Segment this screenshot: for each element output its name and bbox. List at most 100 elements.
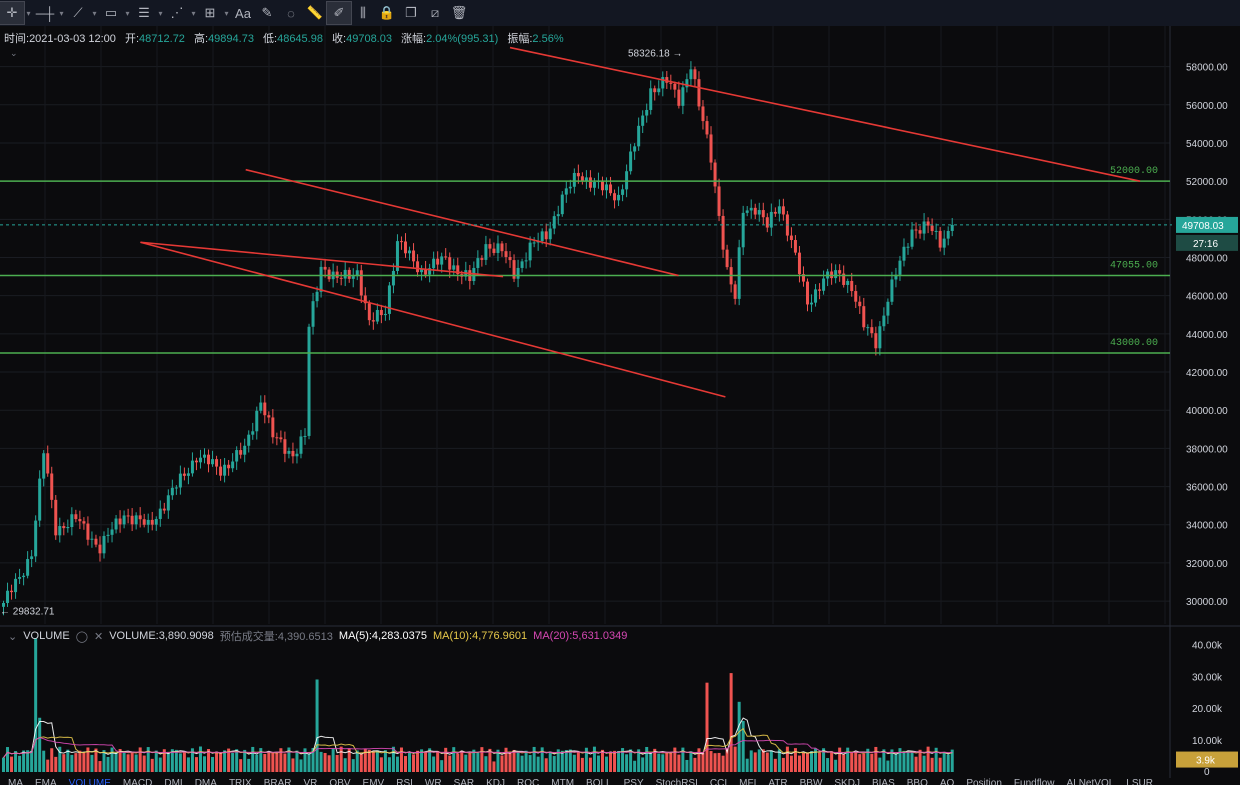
horizontal-line-icon[interactable]: ─┼: [35, 5, 55, 21]
crosshair-icon[interactable]: ✛: [0, 1, 25, 25]
candle: [150, 511, 154, 531]
indicator-tab-ao[interactable]: AO: [939, 778, 955, 785]
candle: [251, 422, 255, 440]
candle: [142, 513, 146, 528]
indicator-tab-atr[interactable]: ATR: [768, 778, 788, 785]
chart-canvas[interactable]: 30000.00 32000.00 34000.00 36000.00 38000.00…: [0, 26, 1240, 778]
volume-bar: [110, 747, 114, 772]
eraser-icon[interactable]: ◌: [287, 5, 295, 21]
pattern-icon[interactable]: ⋰: [170, 5, 184, 20]
candle: [323, 258, 327, 278]
volume-bar: [862, 753, 866, 772]
indicator-tab-ema[interactable]: EMA: [35, 778, 57, 785]
indicator-tab-psy[interactable]: PSY: [623, 778, 644, 785]
copy-icon[interactable]: ❐: [405, 5, 417, 20]
candle-body: [480, 258, 484, 260]
volume-bar: [399, 747, 403, 772]
candle-body: [492, 248, 496, 253]
dropdown-caret-icon[interactable]: ▾: [158, 8, 163, 18]
volume-bar: [484, 756, 488, 772]
indicator-tab-fundflow[interactable]: Fundflow: [1013, 778, 1055, 785]
indicator-tab-lsur[interactable]: LSUR: [1126, 778, 1153, 785]
candle-body: [38, 478, 42, 521]
candle-body: [657, 88, 661, 93]
indicator-tab-skdj[interactable]: SKDJ: [834, 778, 860, 785]
dropdown-caret-icon[interactable]: ▾: [59, 8, 64, 18]
hide-drawings-icon[interactable]: ⧄: [430, 5, 440, 20]
open-label: 开:: [124, 33, 140, 45]
indicator-tab-ma[interactable]: MA: [8, 778, 23, 785]
indicator-tab-rsi[interactable]: RSI: [396, 778, 413, 785]
candle-body: [146, 519, 150, 525]
lock-icon[interactable]: 🔒: [378, 5, 396, 20]
magnet-drawing-icon[interactable]: ✐: [326, 1, 352, 25]
volume-bar: [524, 750, 528, 772]
indicator-tab-position[interactable]: Position: [966, 778, 1002, 785]
candle: [287, 447, 291, 459]
indicator-tab-mtm[interactable]: MTM: [551, 778, 575, 785]
indicator-tab-dmi[interactable]: DMI: [164, 778, 183, 785]
indicator-close-icon[interactable]: ✕: [94, 630, 104, 643]
text-icon[interactable]: Aa: [235, 5, 251, 21]
indicator-tab-ai-netvol[interactable]: AI NetVOL: [1066, 778, 1115, 785]
volume-bar: [343, 758, 347, 772]
volume-bar: [480, 747, 484, 772]
volume-bar: [291, 758, 295, 772]
indicator-tab-brar[interactable]: BRAR: [263, 778, 292, 785]
indicator-tab-trix[interactable]: TRIX: [228, 778, 252, 785]
ruler-icon[interactable]: 📏: [306, 5, 324, 20]
candle-body: [528, 242, 532, 261]
indicator-tab-kdj[interactable]: KDJ: [486, 778, 506, 785]
indicator-tab-dma[interactable]: DMA: [194, 778, 217, 785]
indicator-tab-cci[interactable]: CCI: [709, 778, 728, 785]
collapse-indicator-chevron-icon[interactable]: ⌄: [8, 630, 18, 643]
volume-bar: [307, 753, 311, 772]
indicator-tab-macd[interactable]: MACD: [122, 778, 153, 785]
candle-body: [255, 410, 259, 432]
indicator-tab-wr[interactable]: WR: [424, 778, 442, 785]
candle-body: [709, 134, 713, 163]
indicator-tab-roc[interactable]: ROC: [517, 778, 540, 785]
dropdown-caret-icon[interactable]: ▾: [191, 8, 196, 18]
volume-bar: [793, 748, 797, 772]
collapse-legend-chevron-icon[interactable]: ⌄: [10, 48, 18, 58]
volume-bar: [902, 750, 906, 772]
volume-bar: [890, 749, 894, 772]
candle-body: [287, 450, 291, 454]
rectangle-icon[interactable]: ▭: [104, 5, 118, 20]
candle-body: [532, 242, 536, 244]
dropdown-caret-icon[interactable]: ▾: [224, 8, 229, 18]
volume-tick-label: 0: [1204, 767, 1210, 778]
indicator-tab-bbo[interactable]: BBO: [906, 778, 928, 785]
indicator-tab-emv[interactable]: EMV: [362, 778, 385, 785]
indicator-tab-boll[interactable]: BOLL: [586, 778, 612, 785]
candle-body: [335, 271, 339, 278]
indicator-settings-icon[interactable]: ◯: [75, 630, 88, 643]
candle: [858, 296, 862, 314]
indicator-tab-sar[interactable]: SAR: [453, 778, 475, 785]
volume-bar: [504, 747, 508, 772]
dropdown-caret-icon[interactable]: ▾: [26, 8, 31, 18]
trash-icon[interactable]: 🗑: [450, 5, 468, 20]
measure-icon[interactable]: ⊞: [204, 5, 216, 20]
indicator-tab-mfi[interactable]: MFI: [739, 778, 757, 785]
candle: [814, 284, 818, 307]
volume-bar: [70, 754, 74, 772]
candles-icon[interactable]: ⫼: [360, 5, 366, 20]
candle-body: [713, 162, 717, 187]
dropdown-caret-icon[interactable]: ▾: [92, 8, 97, 18]
volume-bar: [568, 749, 572, 772]
indicator-tab-bbw[interactable]: BBW: [799, 778, 823, 785]
trend-lines-icon[interactable]: ⟋: [73, 5, 83, 20]
indicator-tab-volume[interactable]: VOLUME: [68, 778, 111, 785]
brush-icon[interactable]: ✎: [261, 5, 273, 20]
fib-lines-icon[interactable]: ☰: [138, 5, 150, 20]
indicator-tab-stochrsi[interactable]: StochRSI: [655, 778, 698, 785]
volume-bar: [781, 757, 785, 772]
dropdown-caret-icon[interactable]: ▾: [125, 8, 130, 18]
indicator-tab-vr[interactable]: VR: [303, 778, 318, 785]
indicator-tab-obv[interactable]: OBV: [329, 778, 351, 785]
volume-bar: [371, 751, 375, 772]
indicator-tab-bias[interactable]: BIAS: [871, 778, 895, 785]
candle: [408, 246, 412, 261]
